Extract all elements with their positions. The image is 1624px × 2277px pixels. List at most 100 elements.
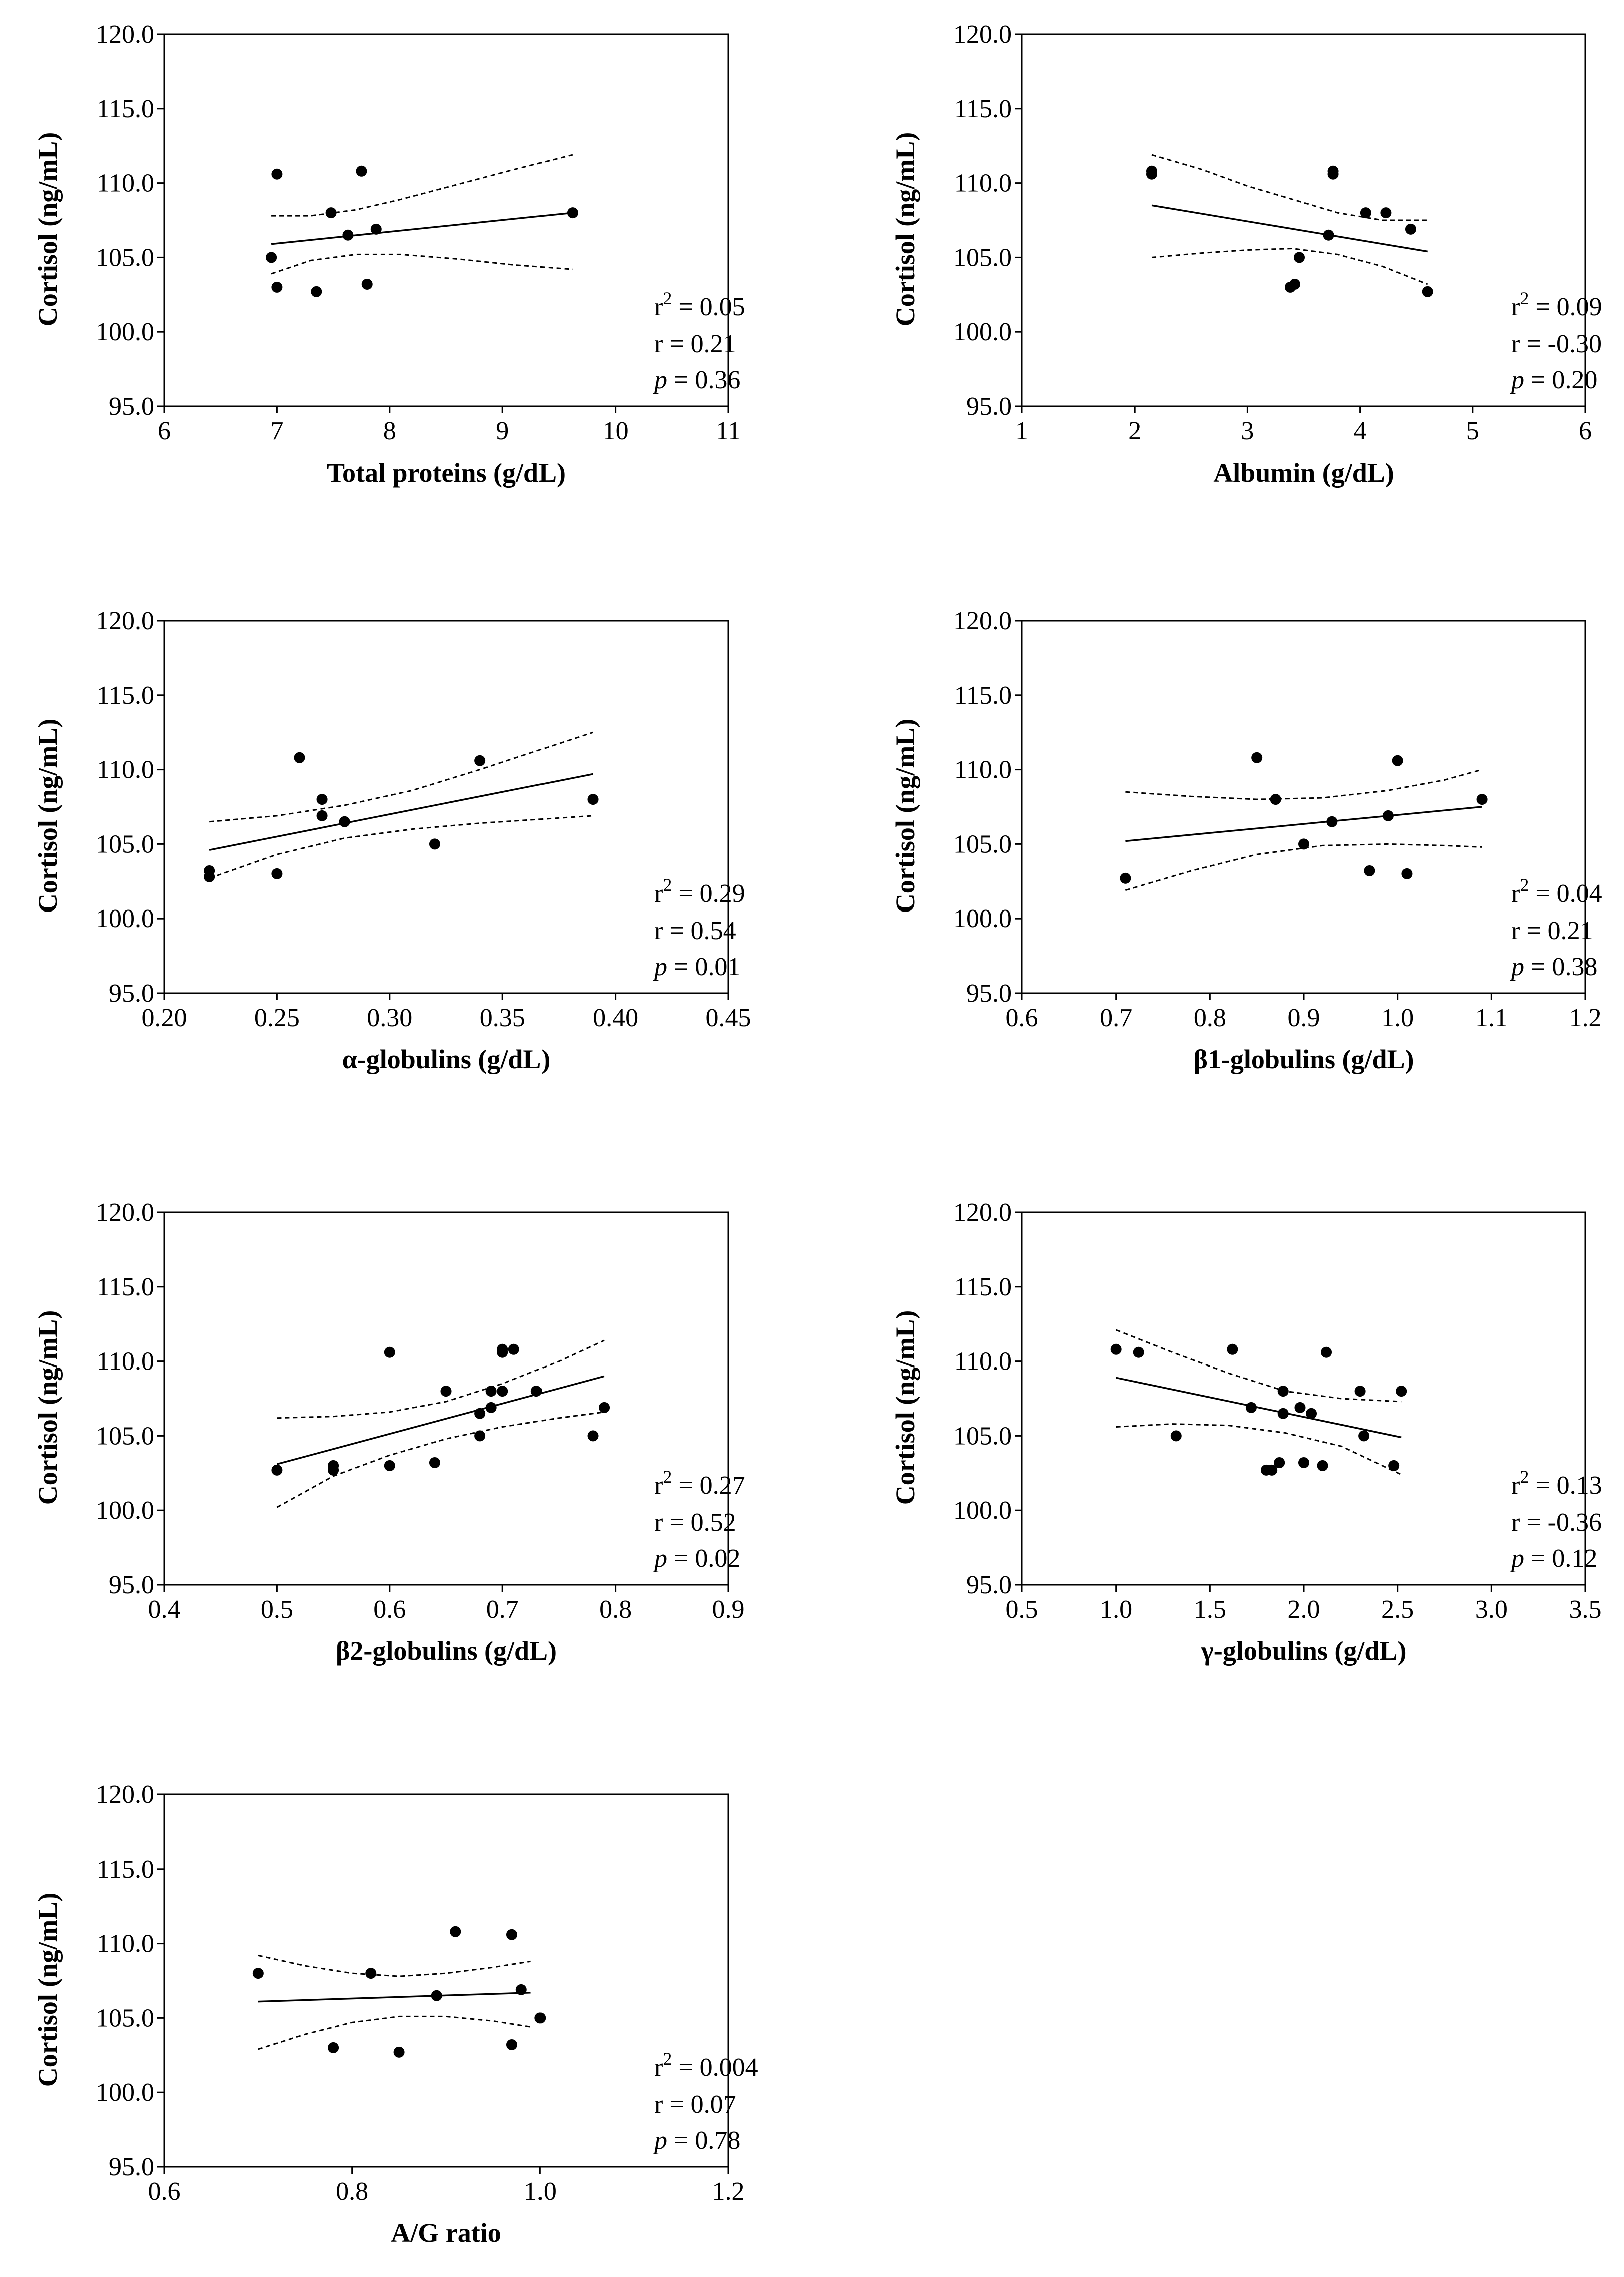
p-value-label: p = 0.78 (652, 2126, 740, 2155)
data-point (431, 1990, 442, 2001)
r-squared-value: = 0.004 (672, 2053, 758, 2082)
data-point (1392, 755, 1403, 766)
x-axis-title: β2-globulins (g/dL) (336, 1636, 557, 1666)
x-axis: 0.20 0.25 0.30 0.35 0.40 0.45 (142, 993, 751, 1032)
y-axis: 95.0 100.0 105.0 110.0 115.0 120.0 (953, 1198, 1022, 1599)
data-points (266, 165, 578, 297)
p-value: = 0.20 (1524, 366, 1597, 394)
x-tick-label: 9 (496, 417, 509, 445)
r-squared-exponent: 2 (1520, 1467, 1529, 1487)
y-axis: 95.0 100.0 105.0 110.0 115.0 120.0 (96, 1780, 164, 2181)
data-points (204, 752, 599, 882)
stats-annotation: r2 = 0.29 r = 0.54 p = 0.01 (652, 875, 745, 981)
y-tick-label: 115.0 (954, 1273, 1012, 1301)
data-point (266, 252, 277, 263)
x-axis-title: γ-globulins (g/dL) (1201, 1636, 1407, 1666)
r-squared-exponent: 2 (663, 288, 672, 308)
data-point (271, 1464, 283, 1476)
plot-frame (163, 1793, 729, 2168)
r-squared-value: = 0.27 (672, 1471, 745, 1500)
scatter-panel-6: 95.0 100.0 105.0 110.0 115.0 120.0 0.5 1.0 1.5 2.… (890, 1198, 1602, 1666)
p-value: = 0.36 (667, 366, 740, 394)
data-point (1327, 168, 1339, 180)
x-tick-label: 2 (1128, 417, 1141, 445)
y-tick-label: 95.0 (109, 1571, 154, 1599)
x-tick-label: 0.9 (1288, 1004, 1320, 1032)
scatter-panel-2: 95.0 100.0 105.0 110.0 115.0 120.0 1 2 3 4 5 6 Album… (890, 20, 1602, 488)
y-tick-label: 100.0 (953, 904, 1012, 933)
data-point (1133, 1346, 1144, 1358)
y-tick-label: 120.0 (953, 1198, 1012, 1227)
y-tick-label: 120.0 (953, 20, 1012, 49)
data-point (1405, 223, 1416, 235)
x-tick-label: 0.5 (1006, 1595, 1038, 1624)
ci-lower-band (1116, 1423, 1402, 1476)
y-tick-label: 105.0 (96, 830, 154, 858)
y-tick-label: 95.0 (966, 392, 1012, 421)
x-tick-label: 0.7 (486, 1595, 519, 1624)
stats-annotation: r2 = 0.004 r = 0.07 p = 0.78 (652, 2049, 758, 2155)
data-point (1120, 872, 1131, 884)
plot-frame (1021, 620, 1586, 994)
data-point (384, 1346, 395, 1358)
r-squared-value: = 0.29 (672, 879, 745, 908)
data-point (1354, 1386, 1366, 1397)
r-squared-symbol: r (654, 1471, 663, 1500)
data-point (599, 1402, 610, 1413)
y-tick-label: 115.0 (97, 681, 154, 710)
r-label: r = 0.52 (654, 1508, 736, 1537)
x-axis: 6 7 8 9 10 11 (158, 406, 741, 445)
data-point (534, 2012, 546, 2024)
data-point (271, 168, 283, 180)
y-tick-label: 115.0 (954, 95, 1012, 123)
p-value: = 0.01 (667, 953, 740, 981)
data-point (1298, 838, 1309, 850)
y-tick-label: 95.0 (109, 2153, 154, 2181)
x-axis-title: A/G ratio (391, 2218, 501, 2248)
x-tick-label: 0.6 (373, 1595, 406, 1624)
r-squared-value: = 0.04 (1529, 879, 1602, 908)
data-point (587, 794, 599, 805)
ci-upper-band (1116, 1329, 1402, 1403)
y-tick-label: 110.0 (97, 1347, 154, 1376)
r-squared-label: r2 = 0.27 (654, 1467, 745, 1500)
ci-lower-band (1125, 843, 1482, 891)
y-axis: 95.0 100.0 105.0 110.0 115.0 120.0 (96, 1198, 164, 1599)
ci-upper-band (209, 731, 593, 823)
x-tick-label: 6 (1579, 417, 1592, 445)
y-tick-label: 100.0 (96, 318, 154, 346)
y-axis: 95.0 100.0 105.0 110.0 115.0 120.0 (953, 607, 1022, 1008)
data-point (497, 1386, 508, 1397)
regression-line (1125, 806, 1482, 842)
stats-annotation: r2 = 0.27 r = 0.52 p = 0.02 (652, 1467, 745, 1573)
y-tick-label: 120.0 (96, 1780, 154, 1809)
data-points (1146, 165, 1433, 297)
x-tick-label: 3.0 (1475, 1595, 1508, 1624)
y-tick-label: 100.0 (96, 2078, 154, 2107)
data-point (1358, 1430, 1370, 1442)
r-squared-symbol: r (654, 879, 663, 908)
p-symbol: p (652, 366, 667, 394)
data-points (271, 1343, 610, 1476)
x-tick-label: 0.45 (706, 1004, 751, 1032)
y-tick-label: 105.0 (953, 243, 1012, 272)
data-point (361, 278, 373, 290)
ci-upper-band (1151, 154, 1428, 221)
r-squared-label: r2 = 0.004 (654, 2049, 758, 2082)
r-squared-symbol: r (654, 293, 663, 321)
data-point (530, 1386, 542, 1397)
p-symbol: p (652, 953, 667, 981)
data-point (474, 1408, 486, 1419)
r-label: r = 0.54 (654, 917, 736, 945)
x-axis-title: Albumin (g/dL) (1213, 458, 1394, 488)
y-tick-label: 120.0 (953, 607, 1012, 635)
y-tick-label: 105.0 (96, 243, 154, 272)
ci-upper-band (277, 1339, 605, 1419)
data-point (587, 1430, 599, 1442)
y-tick-label: 115.0 (97, 95, 154, 123)
data-point (1227, 1343, 1238, 1355)
p-value: = 0.12 (1524, 1544, 1597, 1573)
x-axis: 1 2 3 4 5 6 (1015, 406, 1592, 445)
data-point (429, 838, 440, 850)
